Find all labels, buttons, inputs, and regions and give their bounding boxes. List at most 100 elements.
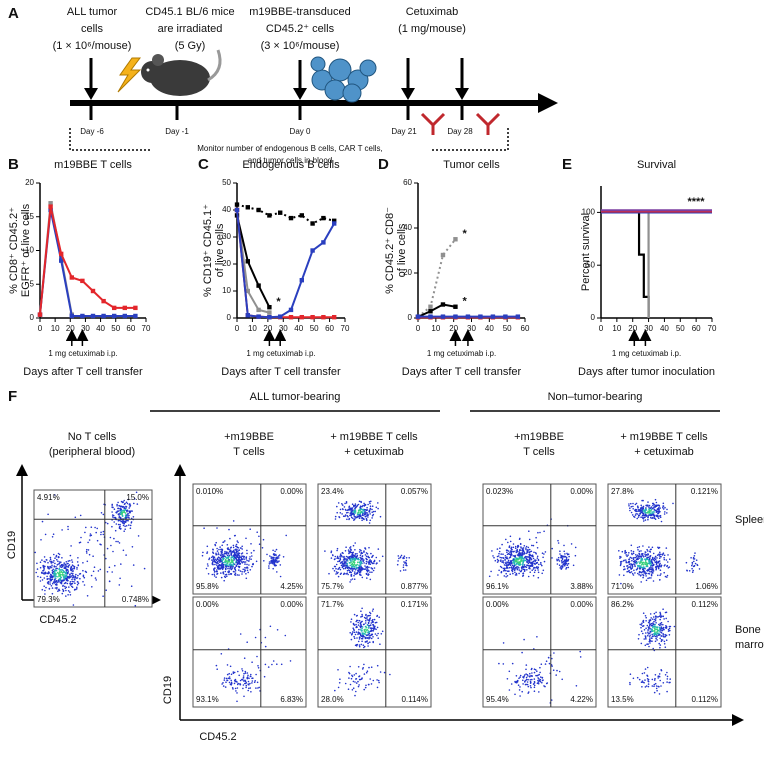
event-dot (357, 558, 359, 560)
event-dot (343, 559, 345, 561)
event-dot (656, 639, 658, 641)
event-dot (642, 621, 644, 623)
event-dot (66, 574, 68, 576)
event-dot (643, 567, 645, 569)
event-dot (53, 554, 55, 556)
data-point (289, 308, 293, 312)
event-dot (336, 557, 338, 559)
event-dot (366, 561, 368, 563)
annotation: 1 mg cetuximab i.p. (612, 349, 681, 358)
event-dot (232, 556, 234, 558)
event-dot (497, 574, 499, 576)
event-dot (206, 552, 208, 554)
event-dot (647, 563, 649, 565)
event-dot (649, 623, 651, 625)
event-dot (366, 616, 368, 618)
quadrant-value: 0.010% (196, 487, 223, 496)
event-dot (642, 553, 644, 555)
event-dot (656, 566, 658, 568)
event-dot (237, 671, 239, 673)
event-dot (666, 559, 668, 561)
event-dot (77, 575, 79, 577)
event-dot (277, 556, 279, 558)
event-dot (246, 578, 248, 580)
event-dot (523, 547, 525, 549)
event-dot (652, 636, 654, 638)
event-dot (359, 515, 361, 517)
x-tick-label: 30 (467, 324, 476, 333)
event-dot (537, 569, 539, 571)
event-dot (245, 683, 247, 685)
event-dot (661, 565, 663, 567)
event-dot (647, 516, 649, 518)
event-dot (337, 548, 339, 550)
event-dot (653, 616, 655, 618)
event-dot (229, 682, 231, 684)
event-dot (53, 560, 55, 562)
event-dot (655, 515, 657, 517)
row-label: Spleen (735, 514, 764, 526)
event-dot (371, 630, 373, 632)
event-dot (627, 562, 629, 564)
event-dot (352, 631, 354, 633)
event-dot (660, 515, 662, 517)
event-dot (214, 558, 216, 560)
event-dot (560, 555, 562, 557)
event-dot (369, 509, 371, 511)
event-dot (245, 558, 247, 560)
quadrant-value: 6.83% (280, 695, 303, 704)
quadrant-value: 0.00% (280, 487, 303, 496)
y-tick-label: 0 (408, 313, 413, 322)
event-dot (217, 550, 219, 552)
event-dot (348, 549, 350, 551)
event-dot (623, 560, 625, 562)
event-dot (79, 578, 81, 580)
event-dot (208, 573, 210, 575)
event-dot (42, 572, 44, 574)
event-dot (283, 556, 285, 558)
quadrant-value: 4.25% (280, 582, 303, 591)
event-dot (646, 554, 648, 556)
event-dot (278, 557, 280, 559)
event-dot (645, 620, 647, 622)
event-dot (270, 556, 272, 558)
event-dot (217, 568, 219, 570)
event-dot (649, 505, 651, 507)
column-title: + cetuximab (344, 446, 404, 458)
quadrant-value: 0.877% (401, 582, 428, 591)
event-dot (221, 548, 223, 550)
event-dot (76, 588, 78, 590)
event-dot (669, 628, 671, 630)
event-dot (256, 656, 258, 658)
event-dot (534, 687, 536, 689)
event-dot (354, 571, 356, 573)
event-dot (128, 524, 130, 526)
event-dot (46, 559, 48, 561)
event-dot (652, 685, 654, 687)
event-dot (115, 530, 117, 532)
event-dot (351, 564, 353, 566)
event-dot (353, 624, 355, 626)
event-dot (355, 567, 357, 569)
event-dot (246, 550, 248, 552)
event-dot (641, 686, 643, 688)
event-dot (67, 572, 69, 574)
event-dot (540, 562, 542, 564)
event-dot (507, 564, 509, 566)
event-dot (238, 675, 240, 677)
event-dot (630, 673, 632, 675)
event-dot (68, 590, 70, 592)
event-dot (619, 574, 621, 576)
event-dot (350, 621, 352, 623)
event-dot (348, 551, 350, 553)
event-dot (634, 566, 636, 568)
event-dot (61, 565, 63, 567)
row-label: marrow (735, 639, 764, 651)
event-dot (202, 555, 204, 557)
event-dot (659, 557, 661, 559)
event-dot (113, 538, 115, 540)
event-dot (58, 553, 60, 555)
event-dot (656, 634, 658, 636)
event-dot (658, 507, 660, 509)
mouse-icon (141, 50, 220, 96)
